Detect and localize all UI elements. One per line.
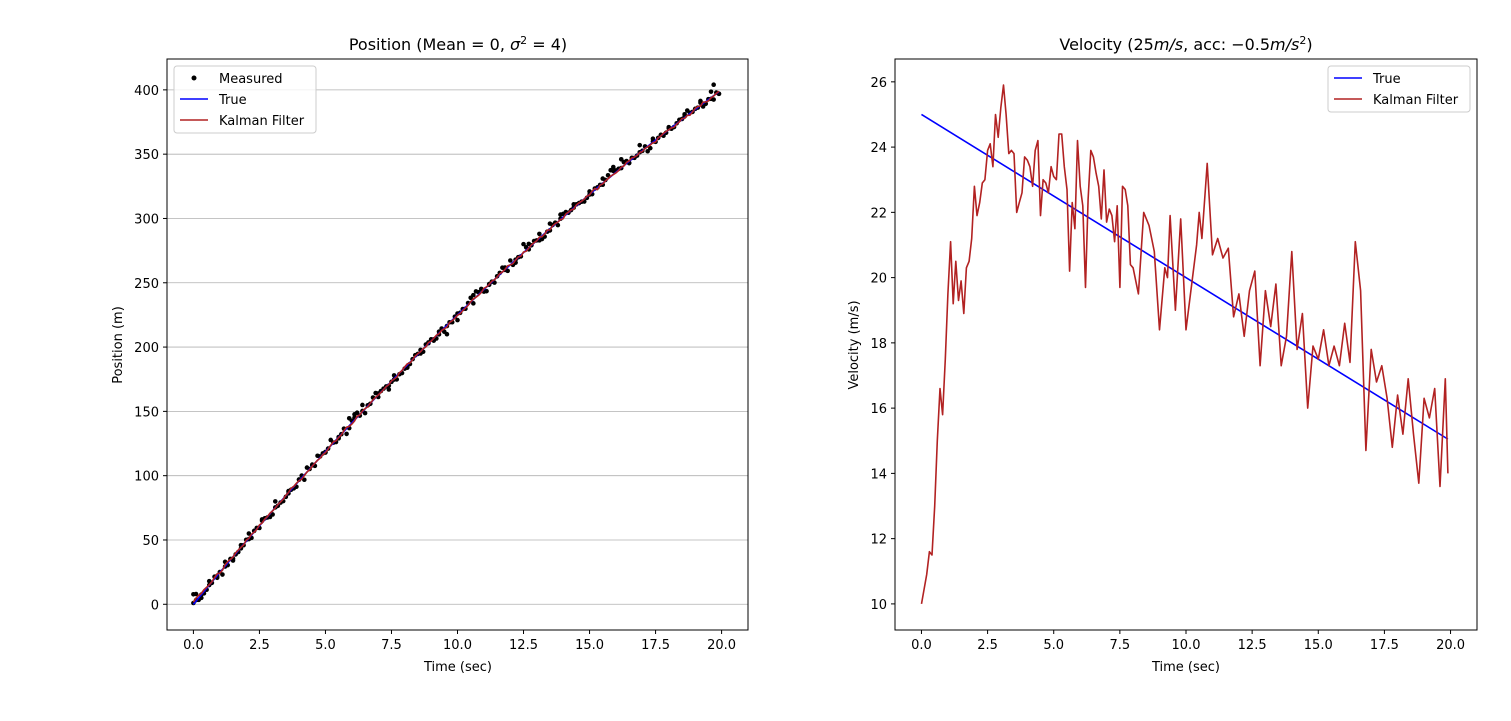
measured-point [354, 410, 360, 415]
velocity-y-tick-label: 24 [870, 141, 887, 156]
measured-point [272, 499, 278, 504]
velocity-x-tick-label: 5.0 [1043, 638, 1064, 653]
measured-point [484, 288, 489, 294]
velocity-y-axis-label: Velocity (m/s) [847, 300, 862, 389]
measured-point [360, 402, 365, 408]
velocity-x-tick-label: 0.0 [911, 638, 932, 653]
velocity-x-tick-label: 20.0 [1436, 638, 1465, 653]
position-y-tick-label: 250 [134, 277, 159, 292]
position-x-tick-label: 15.0 [575, 638, 604, 653]
measured-point [471, 301, 476, 306]
measured-point [455, 317, 460, 323]
position-y-axis-label: Position (m) [111, 306, 126, 384]
measured-point [547, 221, 553, 226]
position-x-ticks: 0.0 2.5 5.0 7.5 10.0 12.5 15.0 17.5 20.0 [183, 630, 736, 653]
velocity-y-tick-label: 22 [870, 206, 887, 221]
legend-true-label: True [218, 93, 247, 108]
position-y-tick-label: 400 [134, 84, 159, 99]
measured-point [230, 558, 236, 563]
measured-point [637, 142, 643, 148]
legend-velocity-kalman-label: Kalman Filter [1373, 93, 1459, 108]
measured-point [682, 111, 687, 117]
legend-measured-label: Measured [219, 72, 283, 87]
position-series [191, 82, 722, 606]
velocity-y-ticks: 10 12 14 16 18 20 22 24 26 [870, 76, 895, 613]
measured-point [302, 477, 307, 483]
legend-velocity-true-label: True [1372, 72, 1401, 87]
velocity-x-tick-label: 15.0 [1304, 638, 1333, 653]
velocity-x-tick-label: 2.5 [977, 638, 998, 653]
measured-point [558, 212, 563, 217]
velocity-legend: True Kalman Filter [1327, 65, 1471, 113]
position-y-tick-label: 350 [134, 148, 159, 163]
velocity-x-tick-label: 12.5 [1238, 638, 1267, 653]
measured-point [362, 410, 368, 416]
velocity-y-tick-label: 18 [870, 337, 887, 352]
velocity-x-ticks: 0.0 2.5 5.0 7.5 10.0 12.5 15.0 17.5 20.0 [911, 630, 1465, 653]
velocity-y-tick-label: 26 [870, 76, 887, 91]
velocity-legend-box [1327, 65, 1471, 113]
velocity-y-tick-label: 14 [870, 467, 887, 482]
position-y-tick-label: 150 [134, 405, 159, 420]
position-chart: 0.0 2.5 5.0 7.5 10.0 12.5 15.0 17.5 20.0 0 50 100 1… [111, 34, 749, 675]
measured-point [555, 222, 561, 228]
position-y-tick-label: 50 [142, 534, 159, 549]
kalman-position-line [192, 90, 720, 603]
velocity-x-axis-label: Time (sec) [1151, 660, 1220, 675]
velocity-x-tick-label: 10.0 [1172, 638, 1201, 653]
velocity-chart-title: Velocity (25m/s, acc: −0.5m/s2) [1059, 34, 1312, 54]
measured-point [605, 172, 611, 178]
measured-point [650, 136, 656, 142]
position-x-tick-label: 10.0 [443, 638, 472, 653]
legend-kalman-label: Kalman Filter [219, 114, 305, 129]
velocity-chart: 0.0 2.5 5.0 7.5 10.0 12.5 15.0 17.5 20.0 1012141… [847, 34, 1478, 675]
measured-point [647, 145, 653, 151]
velocity-y-tick-label: 12 [870, 533, 887, 548]
measured-point [521, 241, 526, 247]
position-x-tick-label: 5.0 [315, 638, 336, 653]
velocity-x-tick-label: 7.5 [1110, 638, 1131, 653]
velocity-x-tick-label: 17.5 [1370, 638, 1399, 653]
measured-point [220, 572, 225, 577]
measured-point [193, 591, 199, 597]
velocity-series [920, 84, 1449, 605]
position-x-tick-label: 0.0 [183, 638, 204, 653]
position-x-tick-label: 2.5 [249, 638, 270, 653]
measured-point [711, 82, 716, 88]
measured-point [611, 164, 616, 170]
position-x-axis-label: Time (sec) [423, 660, 492, 675]
position-y-ticks: 0 50 100 150 200 250 300 350 400 [134, 84, 167, 613]
measured-point [386, 387, 392, 392]
velocity-y-tick-label: 16 [870, 402, 887, 417]
position-x-tick-label: 7.5 [381, 638, 402, 653]
measured-point [508, 258, 513, 263]
measured-point [444, 331, 450, 337]
position-x-tick-label: 12.5 [509, 638, 538, 653]
measured-point [246, 531, 252, 536]
legend-measured-marker [191, 75, 197, 81]
velocity-y-tick-label: 10 [870, 598, 887, 613]
measured-point [645, 148, 650, 154]
velocity-y-tick-label: 20 [870, 272, 887, 287]
position-x-tick-label: 17.5 [641, 638, 670, 653]
position-y-tick-label: 0 [151, 598, 159, 613]
measured-point [537, 231, 542, 237]
position-chart-title: Position (Mean = 0, σ2 = 4) [349, 34, 567, 54]
position-x-tick-label: 20.0 [707, 638, 736, 653]
position-legend-box [173, 65, 317, 134]
position-y-tick-label: 300 [134, 212, 159, 227]
measured-point [270, 512, 275, 517]
true-velocity-line [921, 113, 1449, 440]
measured-point [344, 431, 349, 437]
measured-point [471, 292, 476, 298]
position-y-tick-label: 100 [134, 470, 159, 485]
measured-point [600, 176, 606, 181]
position-y-tick-label: 200 [134, 341, 159, 356]
measured-point [618, 157, 624, 162]
kalman-velocity-line [920, 84, 1449, 605]
measured-point [571, 202, 576, 207]
measured-point [708, 89, 714, 94]
position-legend: Measured True Kalman Filter [173, 65, 317, 134]
